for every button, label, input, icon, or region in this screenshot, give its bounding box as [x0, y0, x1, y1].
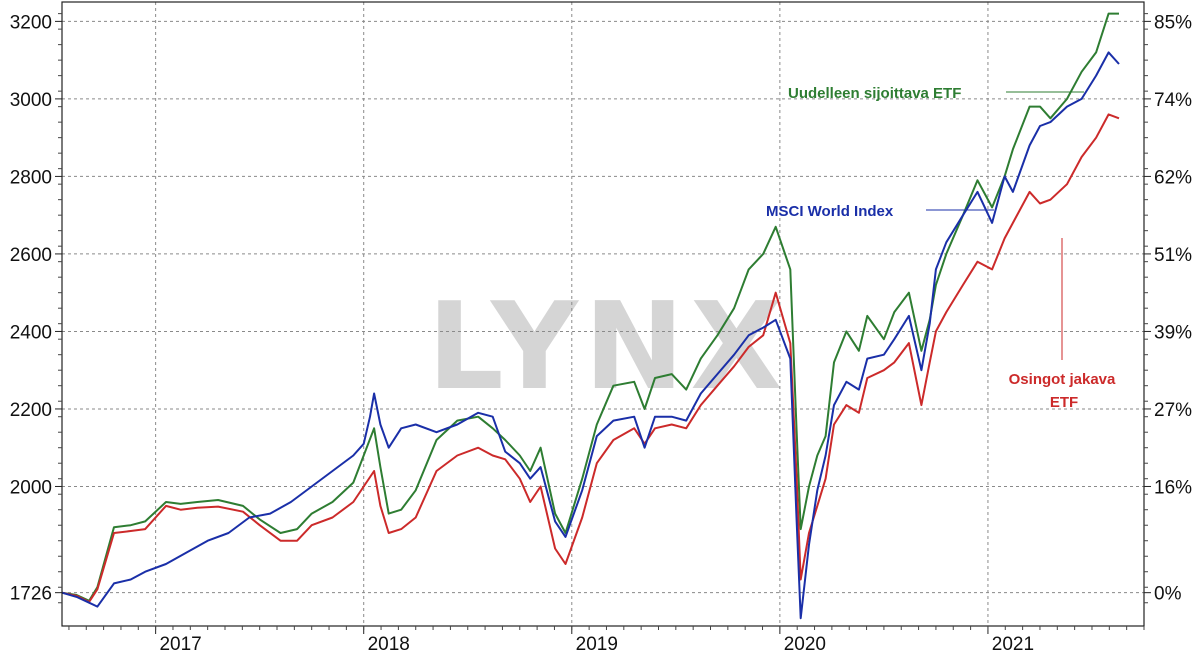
- x-axis: 2017 2018 2019 2020 2021: [68, 626, 1145, 654]
- series-line-1: [61, 51, 1120, 620]
- y-tick-label: 2200: [10, 400, 52, 421]
- annotation-distributing-etf-line2: ETF: [1050, 394, 1078, 411]
- lynx-watermark: LYNX: [427, 278, 789, 417]
- plot-border: [61, 1, 1145, 627]
- y-tick-label-right: 16%: [1154, 477, 1192, 498]
- y-tick-label-right: 74%: [1154, 90, 1192, 111]
- watermark-text: LYNX: [427, 278, 789, 417]
- x-tick-label: 2018: [368, 634, 410, 654]
- y-tick-label-right: 85%: [1154, 12, 1192, 33]
- x-tick-label: 2019: [576, 634, 618, 654]
- x-tick-label: 2020: [784, 634, 826, 654]
- y-tick-label-right: 27%: [1154, 400, 1192, 421]
- y-axis-right: 0% 16% 27% 39% 51% 62% 74% 85%: [1144, 12, 1192, 605]
- series-line-0: [61, 12, 1119, 602]
- series-lines: [61, 12, 1120, 620]
- y-tick-label: 3000: [10, 90, 52, 111]
- y-tick-label-right: 51%: [1154, 245, 1192, 266]
- y-tick-label-right: 0%: [1154, 584, 1182, 605]
- annotation-msci-world: MSCI World Index: [766, 203, 894, 220]
- x-tick-label: 2021: [992, 634, 1034, 654]
- y-tick-label: 3200: [10, 12, 52, 33]
- x-tick-label: 2017: [159, 634, 201, 654]
- annotation-reinvesting-etf: Uudelleen sijoittava ETF: [788, 85, 961, 102]
- annotation-distributing-etf-line1: Osingot jakava: [1009, 371, 1116, 388]
- y-tick-label: 2600: [10, 245, 52, 266]
- y-tick-label: 2000: [10, 477, 52, 498]
- y-tick-label: 2800: [10, 167, 52, 188]
- y-axis-left: 1726 2000 2200 2400 2600 2800 3000 3200: [10, 12, 62, 605]
- plot-frame: [61, 1, 1145, 627]
- y-tick-label: 2400: [10, 322, 52, 343]
- series-line-2: [61, 113, 1120, 603]
- y-tick-label: 1726: [10, 584, 52, 605]
- y-tick-label-right: 62%: [1154, 167, 1192, 188]
- y-tick-label-right: 39%: [1154, 322, 1192, 343]
- annotations: Uudelleen sijoittava ETF MSCI World Index…: [766, 85, 1116, 411]
